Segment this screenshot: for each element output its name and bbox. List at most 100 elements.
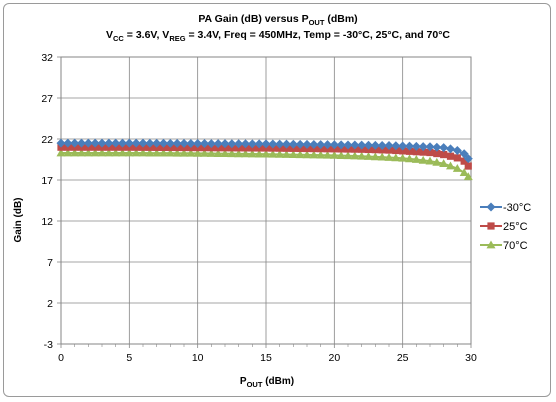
data-point <box>131 138 141 148</box>
legend-label: 70°C <box>503 240 528 252</box>
data-point <box>391 153 401 162</box>
data-point <box>453 154 461 162</box>
legend-marker <box>486 240 496 249</box>
subtitle-part-4: = 3.4V, Freq = 450MHz, Temp = -30°C, 25°… <box>186 29 451 41</box>
data-point <box>412 148 420 156</box>
data-point <box>97 148 107 157</box>
data-point <box>463 154 473 164</box>
data-point <box>460 157 468 165</box>
data-point <box>104 148 114 157</box>
data-point <box>452 164 462 172</box>
data-point <box>391 141 401 151</box>
data-point <box>370 140 380 150</box>
data-point <box>241 149 250 158</box>
y-tick-label: 2 <box>47 298 53 310</box>
data-point <box>97 138 107 148</box>
data-point <box>432 157 442 166</box>
data-point <box>193 148 203 157</box>
chart-svg: PA Gain (dB) versus POUT (dBm) VCC = 3.6… <box>13 13 531 389</box>
data-point <box>145 148 155 157</box>
data-point <box>77 138 86 148</box>
chart-frame: PA Gain (dB) versus POUT (dBm) VCC = 3.6… <box>3 3 551 397</box>
series-group <box>56 138 473 181</box>
data-point <box>63 138 73 148</box>
data-point <box>206 139 216 149</box>
data-point <box>432 142 442 152</box>
x-tick-label: 20 <box>328 352 340 364</box>
data-point <box>384 141 394 151</box>
data-point <box>425 156 435 165</box>
data-point <box>433 149 441 158</box>
data-point <box>261 139 271 149</box>
x-tick-label: 10 <box>192 352 204 364</box>
data-point <box>77 148 86 157</box>
data-point <box>213 149 223 157</box>
data-point <box>124 148 134 157</box>
data-point <box>336 140 346 150</box>
legend-label: -30°C <box>503 202 531 214</box>
series-70C <box>56 148 473 181</box>
data-point <box>111 148 121 157</box>
y-tick-label: 17 <box>41 175 53 187</box>
data-point <box>377 140 387 150</box>
data-point <box>350 140 360 150</box>
legend: -30°C 25°C 70°C <box>480 202 531 252</box>
y-tick-label: 7 <box>47 257 53 269</box>
data-point <box>452 145 462 155</box>
data-point <box>392 146 400 155</box>
data-point <box>446 161 455 170</box>
data-point <box>459 149 469 159</box>
legend-label: 25°C <box>503 221 528 233</box>
data-point <box>159 148 168 157</box>
data-point <box>426 148 434 157</box>
subtitle-part-3: REG <box>169 34 185 43</box>
data-point <box>440 150 448 159</box>
data-point <box>186 138 196 148</box>
data-point <box>241 139 250 149</box>
data-point <box>385 146 393 154</box>
data-point <box>213 139 223 149</box>
data-point <box>227 149 237 158</box>
data-point <box>459 168 469 176</box>
data-point <box>90 138 100 148</box>
data-point <box>295 150 305 159</box>
subtitle-part-0: V <box>106 29 113 41</box>
data-point <box>118 138 127 148</box>
data-point <box>104 138 114 148</box>
data-point <box>302 150 312 159</box>
data-point <box>384 152 394 161</box>
data-point <box>329 140 339 150</box>
data-point <box>398 141 408 151</box>
data-point <box>425 142 435 152</box>
data-point <box>193 139 203 149</box>
y-tick-label: 12 <box>41 216 53 228</box>
data-point <box>234 149 244 158</box>
data-point <box>152 138 162 148</box>
data-point <box>343 151 353 160</box>
data-point <box>172 148 182 157</box>
data-point <box>227 139 237 149</box>
data-point <box>261 149 271 158</box>
data-point <box>302 139 312 149</box>
data-point <box>200 139 209 149</box>
data-point <box>323 140 332 150</box>
chart-subtitle: VCC = 3.6V, VREG = 3.4V, Freq = 450MHz, … <box>106 29 450 43</box>
legend-marker <box>486 202 496 212</box>
data-point <box>83 138 93 148</box>
data-point <box>90 148 100 157</box>
data-point <box>343 140 353 150</box>
data-point <box>357 140 367 150</box>
data-point <box>56 148 66 157</box>
data-point <box>234 139 244 149</box>
data-point <box>370 152 380 161</box>
data-point <box>282 150 291 158</box>
data-point <box>418 155 428 164</box>
chart-title: PA Gain (dB) versus POUT (dBm) <box>198 13 357 27</box>
data-point <box>186 148 196 157</box>
data-point <box>446 152 455 160</box>
data-point <box>323 150 332 159</box>
data-point <box>463 172 473 181</box>
data-point <box>165 138 175 148</box>
gridlines <box>60 56 472 345</box>
